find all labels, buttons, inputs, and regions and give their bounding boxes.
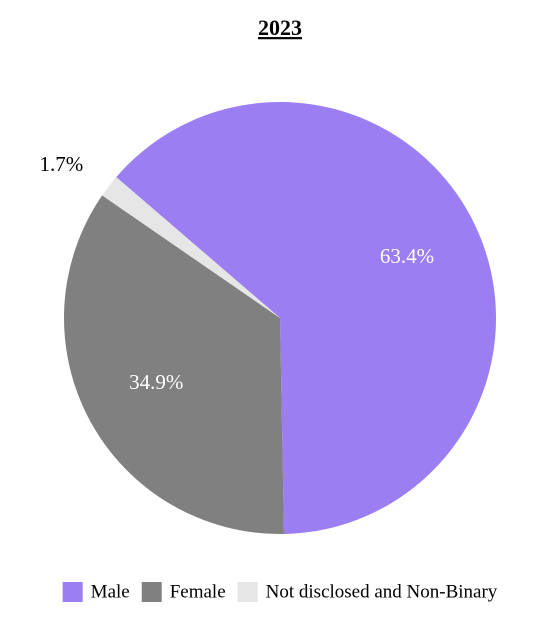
legend-label: Female xyxy=(170,581,226,602)
pie-slice xyxy=(116,101,497,534)
legend-label: Not disclosed and Non-Binary xyxy=(266,581,498,602)
legend-label: Male xyxy=(91,581,130,602)
legend-swatch xyxy=(141,582,162,602)
pie-slice xyxy=(102,177,280,318)
data-label: 34.9% xyxy=(129,370,183,394)
legend-swatch xyxy=(237,582,258,602)
data-label: 63.4% xyxy=(380,244,434,268)
legend-swatch xyxy=(62,582,83,602)
data-label: 1.7% xyxy=(40,152,84,176)
chart-title: 2023 xyxy=(258,15,302,40)
pie-slice xyxy=(64,195,284,534)
